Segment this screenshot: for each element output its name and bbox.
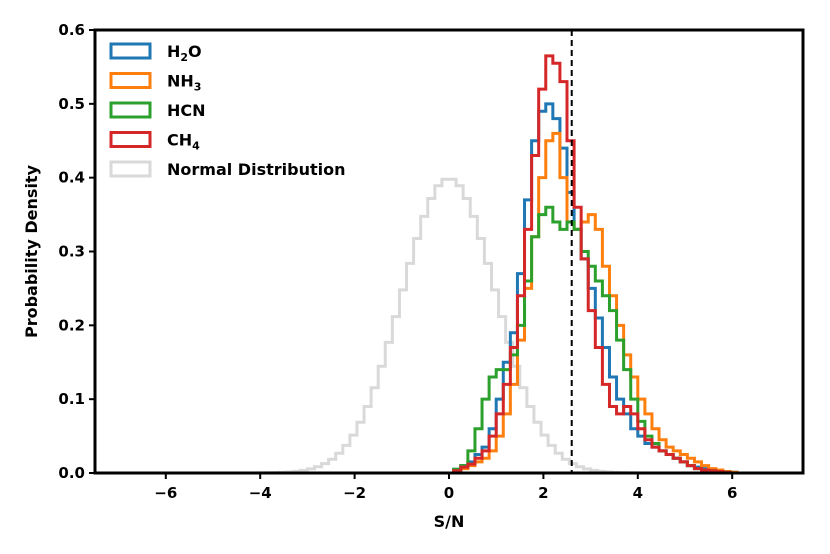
legend-label-nh3: NH3 [167, 72, 201, 94]
x-tick-label: 6 [727, 484, 737, 502]
legend-swatch-h2o [109, 42, 152, 60]
legend-label-ch4: CH4 [167, 131, 200, 153]
y-tick-label: 0.5 [58, 95, 85, 113]
y-tick-label: 0.1 [58, 390, 85, 408]
x-tick-label: −4 [249, 484, 272, 502]
histogram-ch4 [452, 54, 737, 475]
x-tick-label: 2 [538, 484, 548, 502]
y-axis-label: Probability Density [22, 164, 41, 338]
x-tick-label: −2 [343, 484, 366, 502]
x-axis-label: S/N [434, 512, 465, 531]
y-tick-label: 0.4 [58, 169, 85, 187]
x-tick-label: −6 [154, 484, 177, 502]
legend-swatch-hcn [109, 101, 152, 119]
legend-swatch-ch4 [109, 131, 152, 148]
legend-label-h2o: H2O [167, 42, 202, 64]
legend-label-normal-distribution: Normal Distribution [167, 160, 345, 179]
legend-label-hcn: HCN [167, 101, 206, 120]
x-axis-ticks: −6 −4 −2 0 2 4 6 [154, 473, 737, 502]
legend-swatch-nh3 [109, 72, 152, 89]
y-tick-label: 0.3 [58, 243, 85, 261]
histogram-normal-distribution [235, 177, 663, 475]
y-tick-label: 0.2 [58, 316, 85, 334]
y-axis-ticks: 0.0 0.1 0.2 0.3 0.4 0.5 0.6 [58, 21, 95, 482]
legend-swatch-normal-distribution [109, 160, 152, 178]
plot-area [235, 54, 739, 475]
axes-frame [93, 28, 805, 475]
histogram-nh3 [452, 131, 739, 474]
y-tick-label: 0.6 [58, 21, 85, 39]
x-tick-label: 4 [633, 484, 643, 502]
x-tick-label: 0 [444, 484, 454, 502]
y-tick-label: 0.0 [58, 464, 85, 482]
legend: H2O NH3 HCN CH4 Normal Distribution [109, 42, 345, 179]
